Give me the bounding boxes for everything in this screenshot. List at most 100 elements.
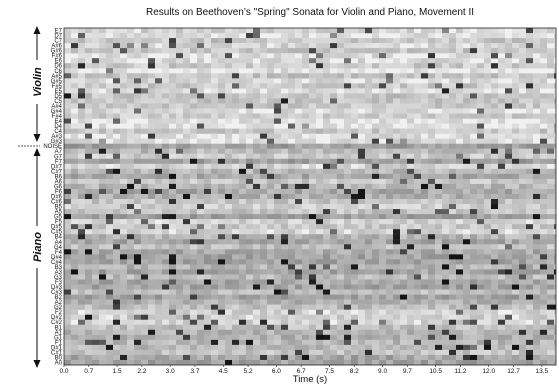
heatmap-cell — [92, 173, 99, 180]
heatmap-cell — [267, 83, 274, 89]
heatmap-cell — [246, 163, 253, 170]
heatmap-cell — [225, 148, 232, 154]
heatmap-cell — [162, 324, 169, 330]
heatmap-cell — [372, 284, 379, 290]
heatmap-cell — [218, 344, 225, 351]
heatmap-cell — [281, 199, 288, 205]
heatmap-cell — [428, 193, 435, 200]
heatmap-cell — [330, 103, 337, 109]
heatmap-cell — [99, 274, 106, 280]
heatmap-cell — [407, 304, 414, 310]
heatmap-cell — [267, 214, 274, 220]
heatmap-cell — [498, 148, 505, 154]
heatmap-cell — [337, 63, 344, 69]
heatmap-cell — [120, 229, 127, 235]
heatmap-cell — [330, 294, 337, 300]
heatmap-cell — [407, 138, 414, 144]
heatmap-cell — [106, 324, 113, 330]
heatmap-cell — [316, 113, 323, 119]
heatmap-cell — [211, 108, 218, 114]
heatmap-cell — [414, 153, 421, 159]
heatmap-cell — [78, 143, 85, 149]
heatmap-cell — [120, 359, 127, 366]
heatmap-cell — [113, 63, 120, 69]
heatmap-cell — [512, 309, 519, 315]
heatmap-cell — [498, 234, 505, 240]
heatmap-cell — [470, 123, 477, 129]
heatmap-cell — [197, 28, 204, 34]
heatmap-cell — [148, 128, 155, 134]
heatmap-cell — [281, 259, 288, 265]
heatmap-cell — [526, 264, 533, 270]
heatmap-cell — [351, 324, 358, 330]
heatmap-cell — [71, 133, 78, 139]
heatmap-cell — [260, 133, 267, 139]
heatmap-cell — [463, 334, 470, 341]
heatmap-cell — [428, 73, 435, 79]
heatmap-cell — [393, 48, 400, 54]
heatmap-cell — [512, 324, 519, 330]
heatmap-cell — [274, 329, 281, 336]
heatmap-cell — [330, 359, 337, 366]
heatmap-cell — [393, 43, 400, 49]
heatmap-cell — [533, 73, 540, 79]
heatmap-cell — [281, 83, 288, 89]
heatmap-cell — [456, 93, 463, 99]
heatmap-cell — [134, 148, 141, 154]
heatmap-cell — [204, 199, 211, 205]
heatmap-cell — [288, 113, 295, 119]
heatmap-cell — [442, 319, 449, 325]
heatmap-cell — [197, 264, 204, 270]
heatmap-cell — [526, 78, 533, 84]
heatmap-cell — [393, 158, 400, 165]
heatmap-cell — [435, 329, 442, 336]
heatmap-cell — [239, 173, 246, 180]
heatmap-cell — [421, 183, 428, 190]
heatmap-cell — [246, 274, 253, 280]
heatmap-cell — [134, 173, 141, 180]
heatmap-cell — [351, 294, 358, 300]
heatmap-cell — [554, 219, 556, 225]
heatmap-cell — [239, 354, 246, 361]
heatmap-cell — [148, 274, 155, 280]
heatmap-cell — [197, 239, 204, 245]
heatmap-cell — [218, 28, 225, 34]
heatmap-cell — [323, 153, 330, 159]
heatmap-cell — [435, 239, 442, 245]
heatmap-cell — [442, 153, 449, 159]
heatmap-cell — [386, 148, 393, 154]
heatmap-cell — [113, 163, 120, 170]
heatmap-cell — [183, 68, 190, 74]
heatmap-cell — [120, 284, 127, 290]
heatmap-cell — [414, 83, 421, 89]
heatmap-cell — [470, 88, 477, 94]
heatmap-cell — [253, 48, 260, 54]
heatmap-cell — [414, 48, 421, 54]
heatmap-cell — [71, 254, 78, 260]
heatmap-cell — [512, 249, 519, 255]
heatmap-cell — [190, 43, 197, 49]
heatmap-cell — [484, 309, 491, 315]
heatmap-cell — [288, 158, 295, 165]
heatmap-cell — [302, 118, 309, 124]
heatmap-cell — [456, 188, 463, 195]
heatmap-cell — [358, 128, 365, 134]
heatmap-cell — [519, 334, 526, 341]
heatmap-cell — [274, 118, 281, 124]
heatmap-cell — [491, 359, 498, 366]
heatmap-cell — [302, 38, 309, 44]
heatmap-cell — [435, 269, 442, 275]
heatmap-cell — [281, 168, 288, 175]
heatmap-cell — [309, 299, 316, 305]
heatmap-cell — [407, 128, 414, 134]
heatmap-cell — [372, 314, 379, 320]
heatmap-cell — [239, 359, 246, 366]
heatmap-cell — [344, 83, 351, 89]
heatmap-cell — [428, 183, 435, 190]
heatmap-cell — [400, 269, 407, 275]
heatmap-cell — [309, 158, 316, 165]
heatmap-cell — [309, 173, 316, 180]
heatmap-cell — [365, 199, 372, 205]
heatmap-cell — [323, 314, 330, 320]
heatmap-cell — [442, 43, 449, 49]
